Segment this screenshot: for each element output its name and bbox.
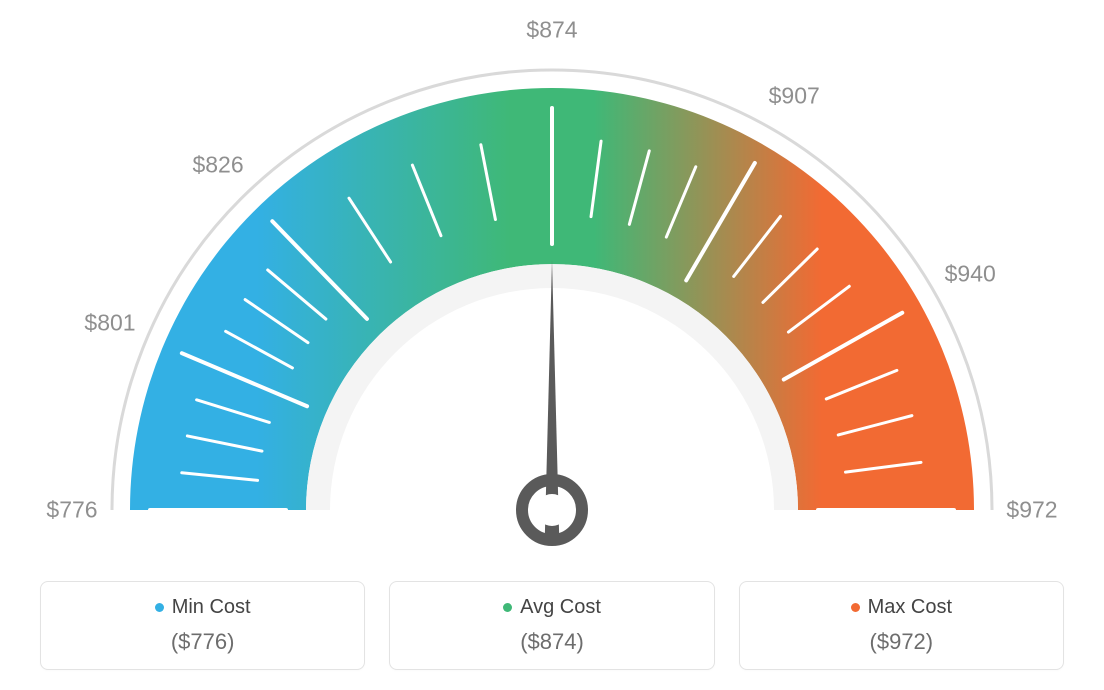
gauge-chart: $776 $801 $826 $874 $907 $940 $972 <box>0 0 1104 570</box>
legend-value-min: ($776) <box>51 629 354 655</box>
legend-row: Min Cost ($776) Avg Cost ($874) Max Cost… <box>40 581 1064 670</box>
gauge-tick-label: $874 <box>526 17 577 44</box>
gauge-tick-label: $801 <box>84 309 135 336</box>
gauge-tick-label: $972 <box>1006 497 1057 524</box>
legend-title-max: Max Cost <box>851 596 952 619</box>
gauge-tick-label: $940 <box>945 261 996 288</box>
legend-value-max: ($972) <box>750 629 1053 655</box>
legend-dot-max <box>851 603 860 612</box>
legend-value-avg: ($874) <box>400 629 703 655</box>
legend-label-min: Min Cost <box>172 596 251 619</box>
legend-label-max: Max Cost <box>868 596 952 619</box>
legend-card-avg: Avg Cost ($874) <box>389 581 714 670</box>
legend-label-avg: Avg Cost <box>520 596 601 619</box>
gauge-tick-label: $776 <box>46 497 97 524</box>
gauge-tick-label: $907 <box>769 82 820 109</box>
legend-title-min: Min Cost <box>155 596 251 619</box>
gauge-tick-label: $826 <box>192 152 243 179</box>
legend-title-avg: Avg Cost <box>503 596 601 619</box>
legend-dot-avg <box>503 603 512 612</box>
legend-card-min: Min Cost ($776) <box>40 581 365 670</box>
legend-dot-min <box>155 603 164 612</box>
cost-gauge-widget: $776 $801 $826 $874 $907 $940 $972 Min Cost ($… <box>0 0 1104 690</box>
legend-card-max: Max Cost ($972) <box>739 581 1064 670</box>
